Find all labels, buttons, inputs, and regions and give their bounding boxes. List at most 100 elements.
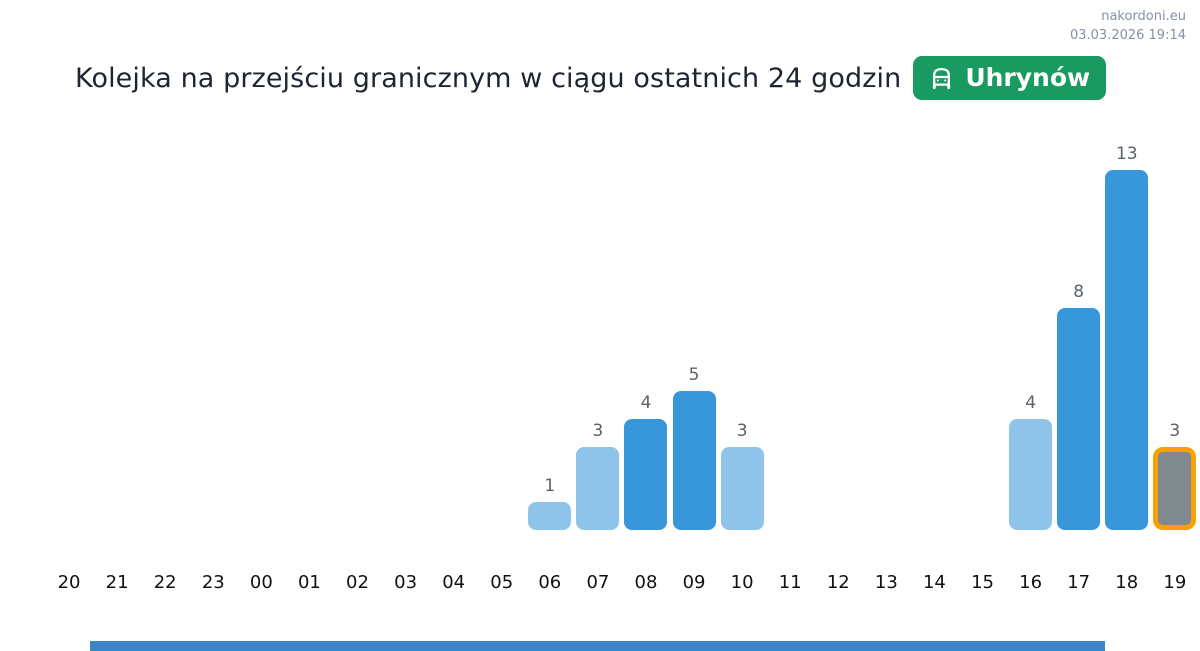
hour-axis-label: 16 [1019,572,1043,593]
queue-bar-06 [528,502,572,530]
hour-axis-label: 10 [730,572,754,593]
hour-axis-label: 00 [249,572,273,593]
page-title: Kolejka na przejściu granicznym w ciągu … [75,62,902,94]
car-front-icon [927,64,956,91]
bar-area: 13 [1103,140,1151,530]
chart-column-21: 21 [93,140,141,596]
chart-column-07: 3 07 [574,140,622,596]
hour-axis-label: 11 [778,572,802,593]
hour-axis-label: 20 [57,572,81,593]
bar-value-label: 3 [736,421,748,441]
hour-axis-label: 06 [538,572,562,593]
hour-axis-label: 23 [201,572,225,593]
hour-axis-label: 12 [826,572,850,593]
chart-column-05: 05 [478,140,526,596]
bar-value-label: 1 [544,476,556,496]
chart-column-19: 3 19 [1151,140,1199,596]
hour-axis-label: 02 [346,572,369,593]
bar-area [958,140,1006,530]
hour-axis-label: 09 [682,572,706,593]
bar-area [45,140,93,530]
chart-column-01: 01 [285,140,333,596]
hour-axis-label: 19 [1163,572,1187,593]
bar-area: 1 [526,140,574,530]
hour-axis-label: 17 [1067,572,1091,593]
chart-column-14: 14 [910,140,958,596]
bar-value-label: 4 [640,393,652,413]
hour-axis-label: 14 [922,572,946,593]
chart-column-18: 13 18 [1103,140,1151,596]
chart-column-02: 02 [333,140,381,596]
chart-column-17: 8 17 [1055,140,1103,596]
bar-value-label: 8 [1073,282,1085,302]
queue-bar-17 [1057,308,1101,530]
bar-area [141,140,189,530]
watermark-timestamp: 03.03.2026 19:14 [1069,27,1186,43]
bar-area [766,140,814,530]
bar-area [333,140,381,530]
bar-area [285,140,333,530]
queue-bar-07 [576,447,620,530]
hour-axis-label: 07 [586,572,610,593]
bar-area: 4 [622,140,670,530]
queue-bar-10 [720,447,764,530]
bar-area: 3 [1151,140,1199,530]
hour-axis-label: 15 [971,572,994,593]
bar-value-label: 5 [688,365,700,385]
hour-axis-label: 03 [394,572,418,593]
bar-value-label: 3 [592,421,604,441]
hour-axis-label: 08 [634,572,658,593]
bar-value-label: 13 [1115,144,1138,164]
bar-area: 3 [574,140,622,530]
crossing-badge-button[interactable]: Uhrynów [913,56,1107,100]
crossing-badge-label: Uhrynów [965,63,1091,92]
chart-column-03: 03 [382,140,430,596]
chart-column-09: 5 09 [670,140,718,596]
chart-column-23: 23 [189,140,237,596]
queue-bar-chart: 20 21 22 23 00 01 02 03 04 05 1 06 3 07 4 08 5 09 3 10 11 12 1… [45,140,1199,596]
bar-area [478,140,526,530]
chart-column-12: 12 [814,140,862,596]
bar-area [862,140,910,530]
hour-axis-label: 04 [442,572,466,593]
watermark: nakordoni.eu 03.03.2026 19:14 [1070,8,1186,46]
bar-area [430,140,478,530]
chart-column-08: 4 08 [622,140,670,596]
queue-bar-09 [672,391,716,530]
queue-bar-19 [1153,447,1197,530]
chart-column-16: 4 16 [1007,140,1055,596]
hour-axis-label: 01 [297,572,321,593]
queue-bar-18 [1105,170,1149,530]
bar-area [189,140,237,530]
chart-column-00: 00 [237,140,285,596]
bar-area: 8 [1055,140,1103,530]
hour-axis-label: 22 [153,572,177,593]
bar-value-label: 4 [1025,393,1037,413]
bar-area [910,140,958,530]
bar-area [382,140,430,530]
header: Kolejka na przejściu granicznym w ciągu … [75,56,1160,100]
bar-value-label: 3 [1169,421,1181,441]
chart-column-06: 1 06 [526,140,574,596]
chart-column-22: 22 [141,140,189,596]
chart-column-20: 20 [45,140,93,596]
chart-column-13: 13 [862,140,910,596]
chart-columns: 20 21 22 23 00 01 02 03 04 05 1 06 3 07 4 08 5 09 3 10 11 12 1… [45,140,1199,596]
bar-area: 3 [718,140,766,530]
bar-area: 4 [1007,140,1055,530]
hour-axis-label: 21 [105,572,129,593]
hour-axis-label: 05 [490,572,514,593]
chart-column-11: 11 [766,140,814,596]
queue-bar-08 [624,419,668,530]
chart-column-04: 04 [430,140,478,596]
bar-area [237,140,285,530]
queue-bar-16 [1009,419,1053,530]
watermark-site: nakordoni.eu [1101,9,1186,24]
chart-column-10: 3 10 [718,140,766,596]
bar-area [814,140,862,530]
footer-strip [90,641,1105,651]
chart-column-15: 15 [958,140,1006,596]
bar-area [93,140,141,530]
hour-axis-label: 18 [1115,572,1139,593]
